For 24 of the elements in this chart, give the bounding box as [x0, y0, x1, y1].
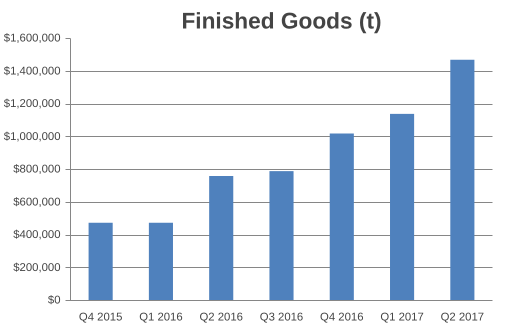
- x-tick-label: Q3 2016: [260, 312, 304, 324]
- x-tick-label: Q2 2017: [440, 312, 484, 324]
- y-tick-label: $200,000: [13, 262, 60, 274]
- x-tick-label: Q4 2016: [320, 312, 364, 324]
- y-tick-label: $1,400,000: [4, 65, 61, 78]
- bar: [330, 133, 354, 300]
- x-tick-label: Q4 2015: [78, 312, 122, 324]
- x-tick-label: Q2 2016: [199, 312, 243, 324]
- bar: [88, 222, 113, 300]
- y-tick-label: $1,200,000: [4, 98, 61, 110]
- y-tick-label: $1,600,000: [4, 32, 61, 44]
- y-tick-label: $1,000,000: [4, 130, 61, 143]
- y-tick-label: $600,000: [13, 196, 60, 208]
- x-tick-label: Q1 2017: [380, 312, 424, 324]
- bar: [209, 176, 234, 300]
- bar: [269, 171, 294, 300]
- bar: [390, 114, 414, 300]
- chart-title: Finished Goods (t): [181, 8, 382, 34]
- y-tick-label: $800,000: [13, 164, 60, 176]
- y-tick-label: $400,000: [13, 229, 60, 241]
- bar: [148, 222, 173, 300]
- y-tick-label: $0: [48, 294, 61, 306]
- bar: [450, 60, 474, 300]
- x-tick-label: Q1 2016: [139, 312, 183, 324]
